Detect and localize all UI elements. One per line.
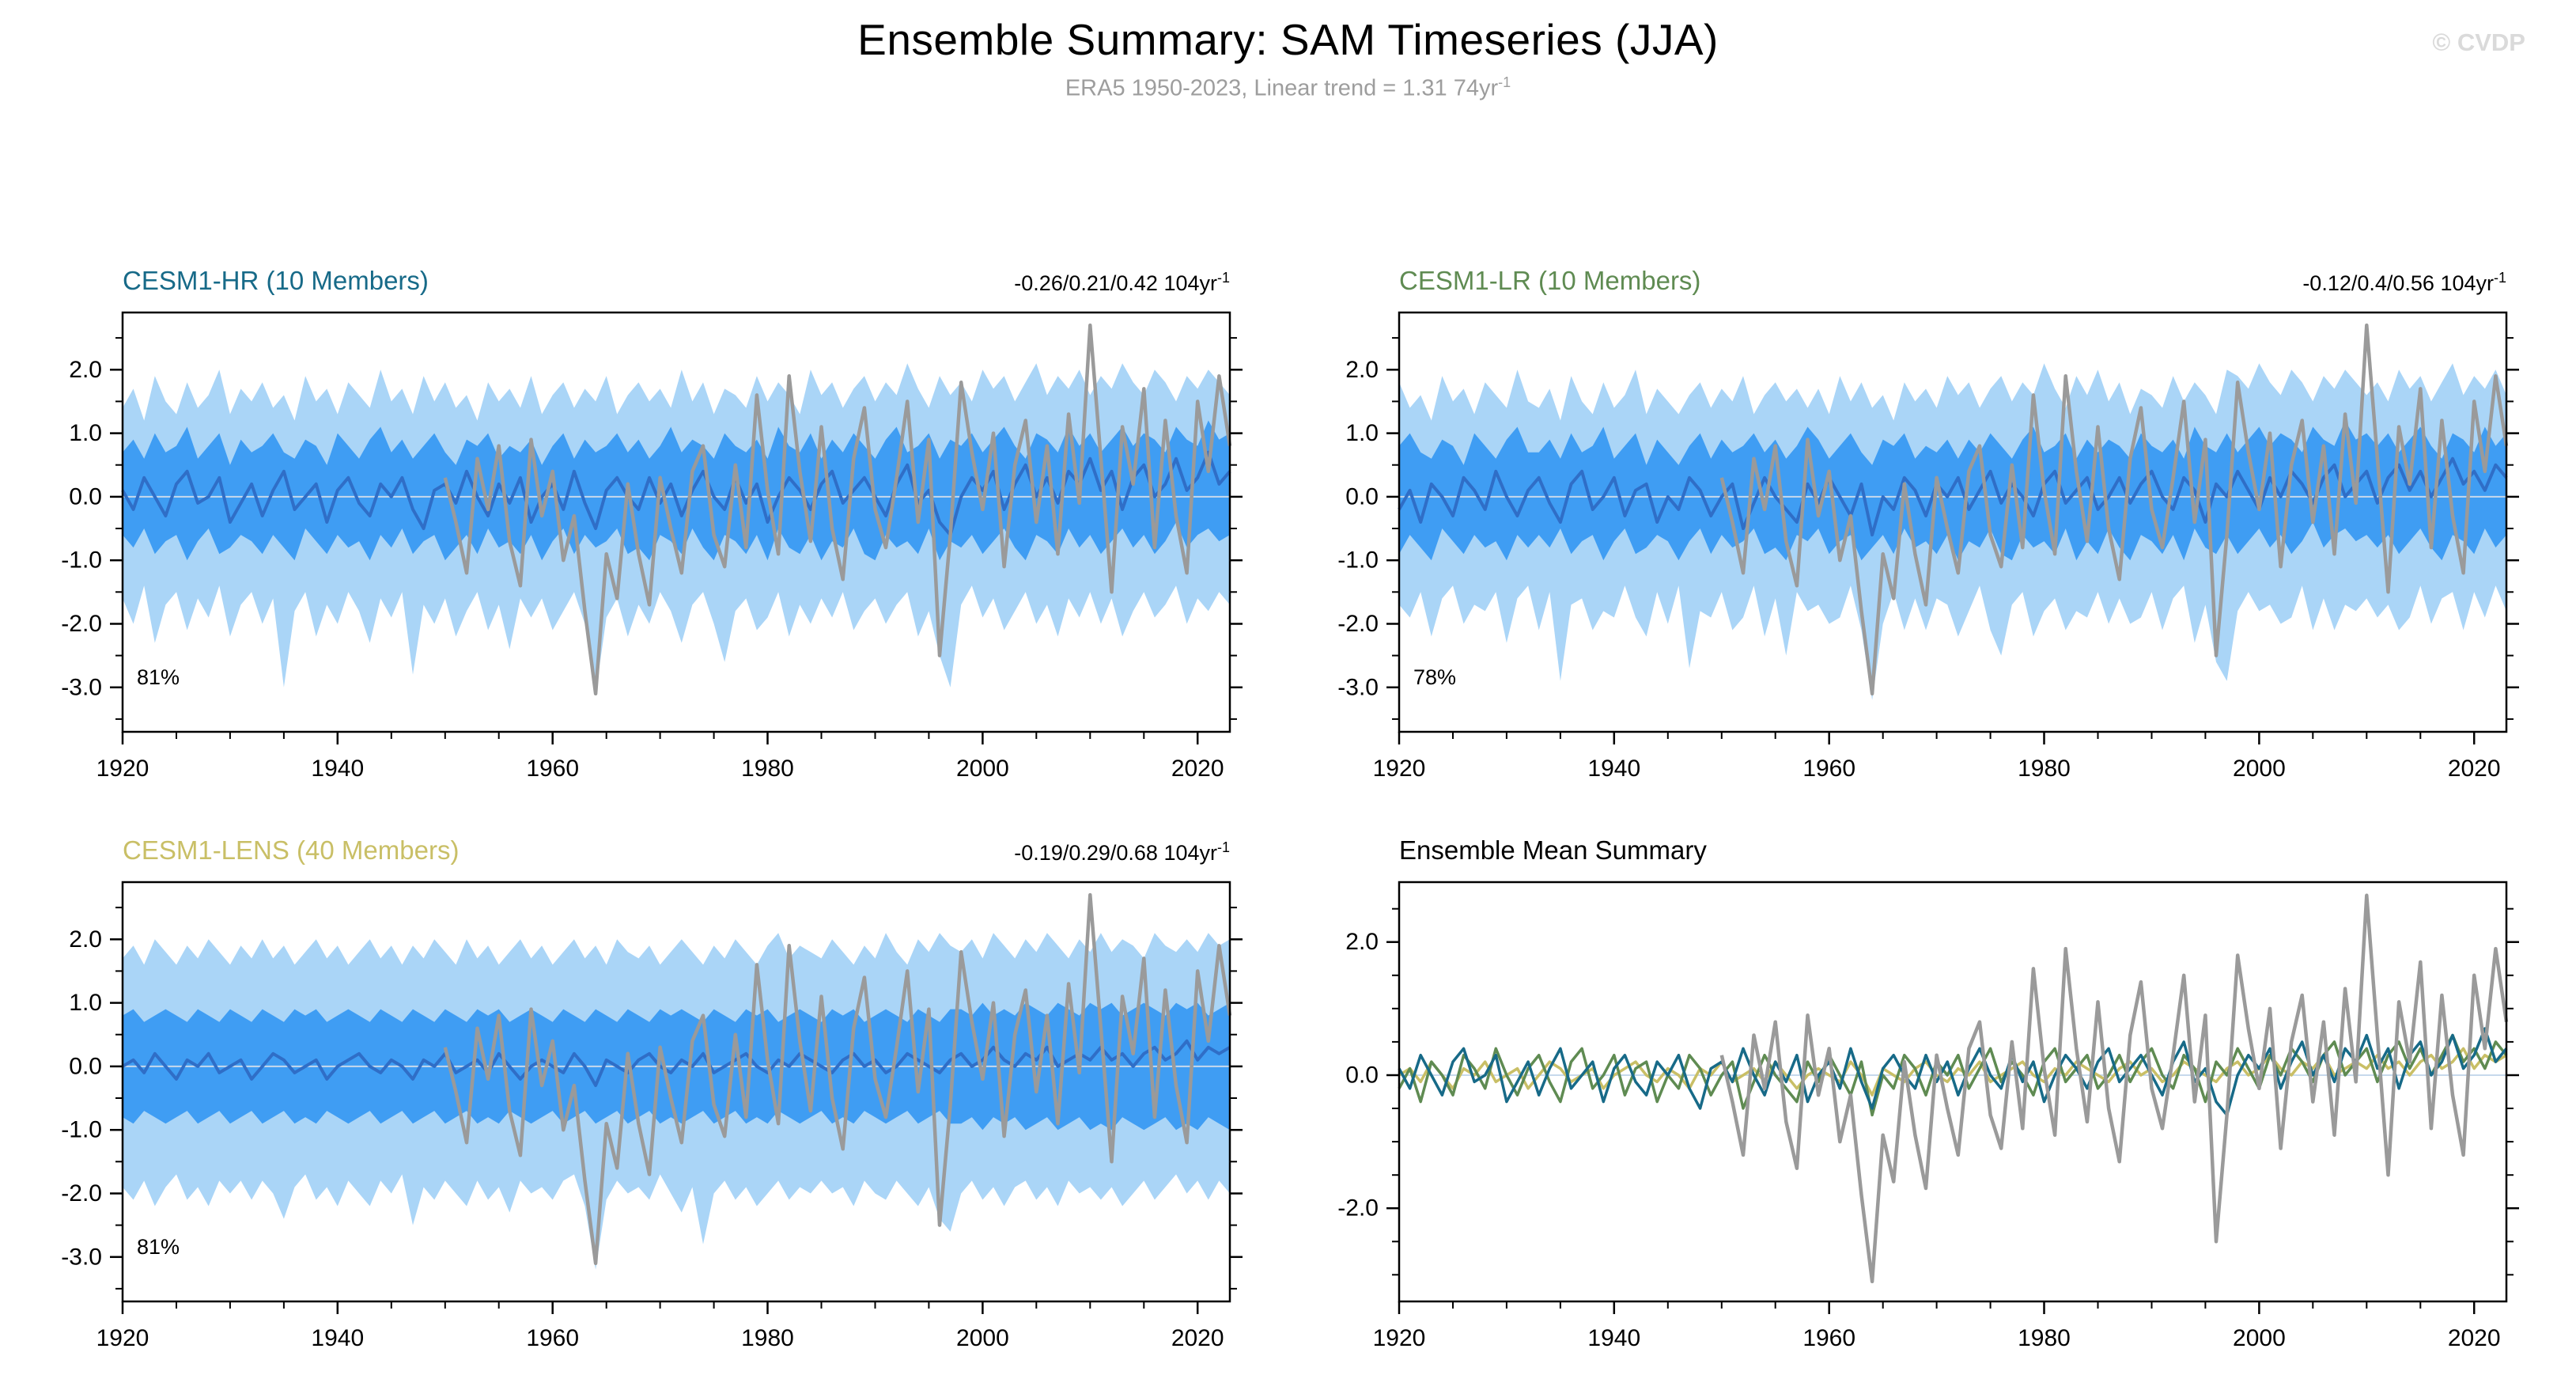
x-tick-label: 1940 [311,1325,364,1351]
plot-frame [1398,881,2508,1303]
percent-above-threshold-label: 78% [1413,665,1456,689]
plot-ensemble-mean-summary: 2.0 0.0 -2.0 1920 1940 1960 1980 2000 2020 [1337,881,2519,1351]
y-tick-label: -1.0 [1337,547,1379,574]
plot-frame [1398,311,2508,733]
x-tick-label: 2000 [956,1325,1009,1351]
x-tick-label: 1940 [1587,756,1640,782]
y-tick-label: 2.0 [1345,929,1379,955]
panel-title-ensemble-mean-summary: Ensemble Mean Summary [1399,835,1707,865]
subtitle-superscript: -1 [1498,74,1511,90]
ensemble-mean-line [121,1039,1231,1087]
x-tick-label: 2000 [956,756,1009,782]
trend-superscript: -1 [1216,839,1230,855]
figure-subtitle: ERA5 1950-2023, Linear trend = 1.31 74yr… [0,74,2576,102]
ensemble-mean-line [1398,456,2508,537]
trend-stats-cesm1-hr: -0.26/0.21/0.42 104yr-1 [1014,270,1230,296]
x-tick-label: 1940 [1587,1325,1640,1351]
y-tick-label: -2.0 [61,611,102,637]
trend-stats-cesm1-lr: -0.12/0.4/0.56 104yr-1 [2302,270,2506,296]
panel-header-cesm1-lr: CESM1-LR (10 Members) -0.12/0.4/0.56 104… [1399,255,2506,296]
panel-ensemble-mean-summary: Ensemble Mean Summary 2.0 0.0 -2.0 1920 1940… [1308,815,2566,1385]
x-tick-label: 1920 [1373,1325,1426,1351]
x-tick-label: 1920 [96,1325,149,1351]
x-tick-label: 2000 [2233,756,2286,782]
cesm1-hr-mean-line [1398,1027,2508,1117]
y-tick-label: -2.0 [61,1180,102,1206]
percent-above-threshold-label: 81% [137,665,180,689]
x-tick-label: 2020 [1171,756,1224,782]
y-tick-label: 1.0 [1345,420,1379,446]
x-tick-label: 1980 [741,1325,794,1351]
panel-header-cesm1-hr: CESM1-HR (10 Members) -0.26/0.21/0.42 10… [123,255,1230,296]
percent-above-threshold-label: 81% [137,1235,180,1259]
x-tick-label: 1980 [741,756,794,782]
trend-stats-cesm1-lens: -0.19/0.29/0.68 104yr-1 [1014,839,1230,866]
y-tick-label: 2.0 [69,926,102,953]
panel-title-cesm1-lr: CESM1-LR (10 Members) [1399,266,1701,295]
subtitle-text: ERA5 1950-2023, Linear trend = 1.31 74yr [1065,75,1499,101]
x-tick-label: 2020 [1171,1325,1224,1351]
x-tick-label: 2020 [2448,756,2501,782]
x-tick-label: 1980 [2018,1325,2071,1351]
y-tick-label: -3.0 [61,674,102,700]
y-tick-label: 2.0 [69,357,102,383]
era5-obs-line [1719,323,2509,696]
y-tick-label: -1.0 [61,1117,102,1143]
trend-superscript: -1 [2493,270,2506,286]
trend-stats-text: -0.26/0.21/0.42 104yr [1014,271,1217,295]
y-tick-label: -3.0 [1337,674,1379,700]
x-tick-label: 1960 [526,756,579,782]
plot-cesm1-lr: 2.0 1.0 0.0 -1.0 -2.0 -3.0 1920 1940 1960 1980 200… [1337,311,2519,782]
y-tick-label: 0.0 [69,483,102,509]
era5-obs-line [443,323,1232,696]
y-tick-label: 0.0 [1345,1063,1379,1089]
panel-cesm1-lr: CESM1-LR (10 Members) -0.12/0.4/0.56 104… [1308,245,2566,815]
y-tick-label: 1.0 [69,420,102,446]
x-tick-label: 1980 [2018,756,2071,782]
x-tick-label: 1920 [96,756,149,782]
x-tick-label: 1960 [526,1325,579,1351]
panel-cesm1-lens: CESM1-LENS (40 Members) -0.19/0.29/0.68 … [32,815,1289,1385]
era5-obs-line [443,892,1232,1266]
x-tick-label: 2020 [2448,1325,2501,1351]
panel-title-cesm1-hr: CESM1-HR (10 Members) [123,266,429,295]
y-tick-label: -2.0 [1337,1195,1379,1222]
x-tick-label: 1940 [311,756,364,782]
ensemble-mean-line [121,450,1231,537]
era5-obs-line [1719,893,2509,1284]
panels-grid: CESM1-HR (10 Members) -0.26/0.21/0.42 10… [32,245,2566,1385]
panel-header-cesm1-lens: CESM1-LENS (40 Members) -0.19/0.29/0.68 … [123,824,1230,866]
x-tick-label: 2000 [2233,1325,2286,1351]
x-tick-label: 1960 [1802,1325,1855,1351]
y-tick-label: 1.0 [69,990,102,1016]
y-tick-label: -2.0 [1337,611,1379,637]
trend-stats-text: -0.12/0.4/0.56 104yr [2302,271,2494,295]
trend-superscript: -1 [1216,270,1230,286]
figure-title: Ensemble Summary: SAM Timeseries (JJA) [857,15,1719,64]
x-tick-label: 1920 [1373,756,1426,782]
y-tick-label: 2.0 [1345,357,1379,383]
panel-cesm1-hr: CESM1-HR (10 Members) -0.26/0.21/0.42 10… [32,245,1289,815]
y-tick-label: -3.0 [61,1244,102,1270]
y-tick-label: 0.0 [69,1053,102,1079]
cvdp-watermark: © CVDP [2432,28,2525,56]
plot-cesm1-hr: 2.0 1.0 0.0 -1.0 -2.0 -3.0 1920 1940 1960 1980 200… [61,311,1243,782]
panel-title-cesm1-lens: CESM1-LENS (40 Members) [123,835,460,865]
plot-frame [121,311,1231,733]
trend-stats-text: -0.19/0.29/0.68 104yr [1014,841,1217,865]
y-tick-label: -1.0 [61,547,102,574]
plot-cesm1-lens: 2.0 1.0 0.0 -1.0 -2.0 -3.0 1920 1940 1960 1980 200… [61,881,1243,1351]
plot-frame [121,881,1231,1303]
y-tick-label: 0.0 [1345,483,1379,509]
x-tick-label: 1960 [1802,756,1855,782]
panel-header-ensemble-mean-summary: Ensemble Mean Summary [1399,824,2506,866]
